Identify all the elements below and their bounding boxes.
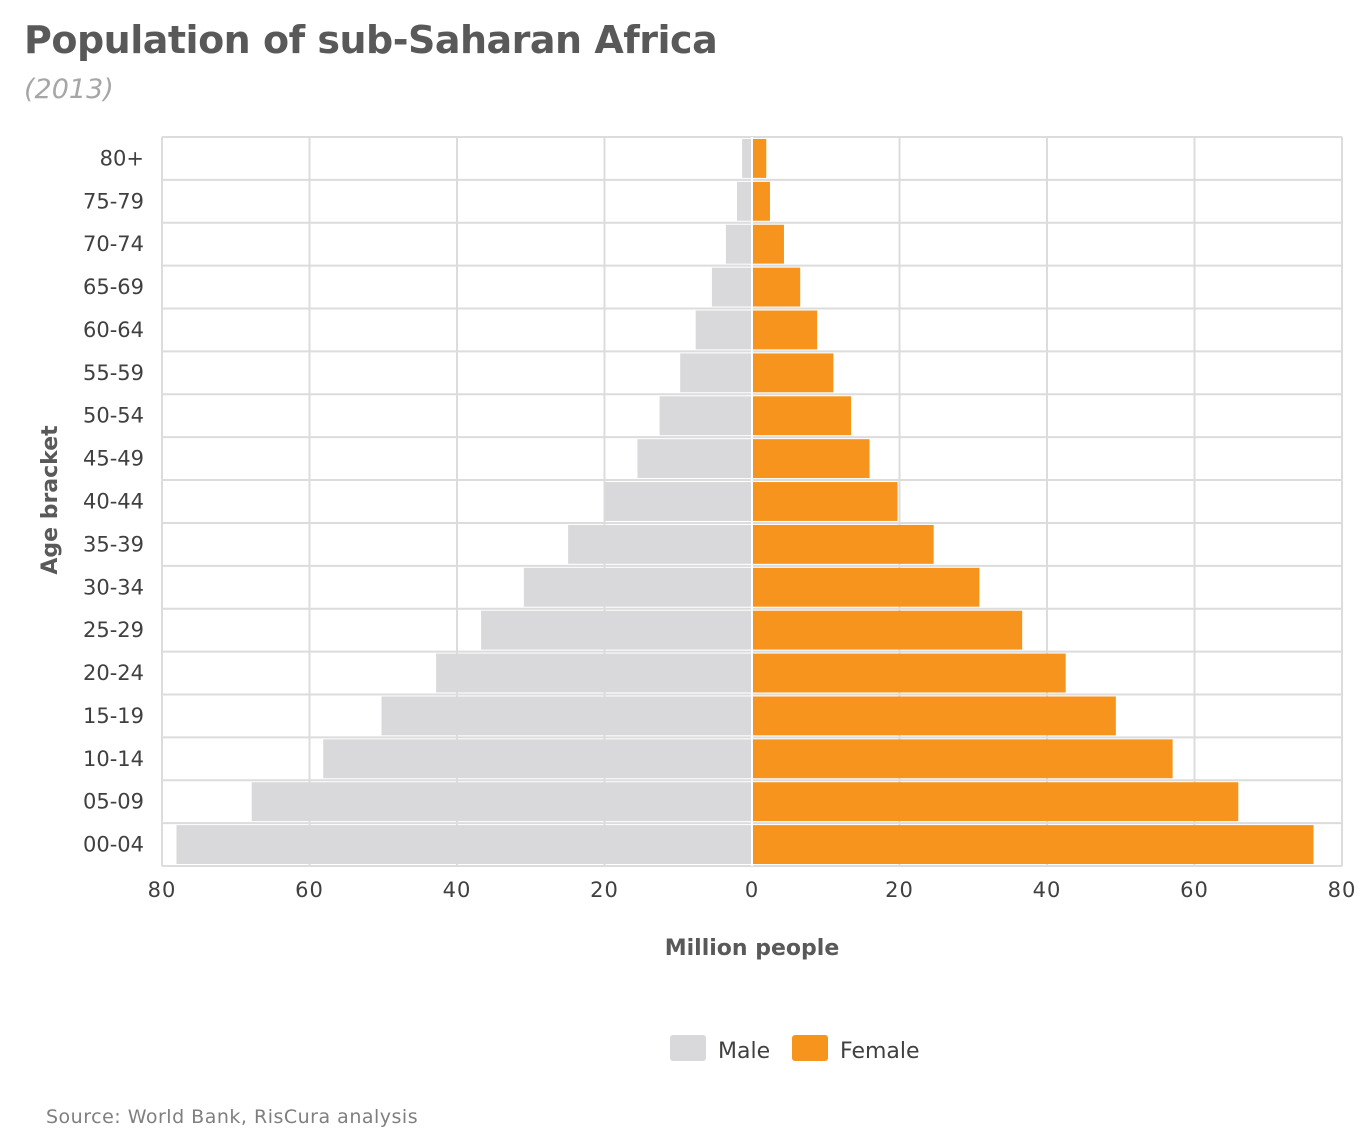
bar-male-35-39 — [568, 524, 751, 564]
x-tick-label: 60 — [295, 878, 324, 902]
y-tick-label: 45-49 — [83, 447, 144, 471]
bar-female-60-64 — [753, 310, 818, 350]
bar-male-25-29 — [481, 610, 751, 650]
bar-male-60-64 — [695, 310, 751, 350]
y-tick-label: 40-44 — [83, 490, 144, 514]
y-tick-label: 30-34 — [83, 575, 144, 599]
bar-female-10-14 — [753, 739, 1173, 779]
y-tick-label: 35-39 — [83, 532, 144, 556]
bar-male-45-49 — [637, 439, 751, 479]
legend-label-female: Female — [840, 1039, 920, 1064]
bar-male-05-09 — [251, 782, 751, 822]
x-tick-label: 60 — [1180, 878, 1209, 902]
bar-male-80+ — [742, 139, 751, 178]
y-tick-label: 25-29 — [83, 618, 144, 642]
bar-male-40-44 — [604, 482, 751, 521]
y-tick-label: 00-04 — [83, 833, 144, 857]
bar-male-10-14 — [323, 739, 751, 779]
bar-male-50-54 — [659, 396, 751, 436]
bar-female-70-74 — [753, 224, 784, 264]
bar-female-55-59 — [753, 353, 834, 393]
bar-female-40-44 — [753, 482, 898, 521]
x-tick-label: 40 — [443, 878, 472, 902]
x-tick-label: 20 — [885, 878, 914, 902]
x-axis-label: Million people — [665, 936, 840, 961]
y-tick-label: 55-59 — [83, 361, 144, 385]
y-tick-label: 05-09 — [83, 790, 144, 814]
bar-female-25-29 — [753, 610, 1023, 650]
y-tick-label: 20-24 — [83, 661, 144, 685]
bar-female-45-49 — [753, 439, 870, 479]
bars — [176, 137, 1314, 866]
bar-male-70-74 — [725, 224, 751, 264]
y-tick-label: 70-74 — [83, 232, 144, 256]
chart-subtitle: (2013) — [24, 74, 114, 105]
y-tick-label: 75-79 — [83, 189, 144, 213]
bar-male-00-04 — [176, 825, 752, 864]
legend: Male Female — [670, 1035, 920, 1064]
x-tick-label: 80 — [1328, 878, 1357, 902]
bar-female-15-19 — [753, 696, 1116, 736]
x-tick-label: 40 — [1033, 878, 1062, 902]
bar-female-65-69 — [753, 267, 801, 307]
bar-male-65-69 — [711, 267, 751, 307]
source-note: Source: World Bank, RisCura analysis — [46, 1106, 419, 1128]
bar-male-20-24 — [436, 653, 751, 693]
legend-swatch-male — [670, 1035, 706, 1061]
population-pyramid-chart: 80+ 75-79 70-74 65-69 60-64 55-59 50-54 45-49 40… — [38, 136, 1357, 1064]
bar-female-80+ — [753, 139, 767, 178]
bar-female-75-79 — [753, 181, 770, 221]
y-tick-label: 80+ — [100, 146, 144, 170]
bar-male-75-79 — [736, 181, 751, 221]
y-tick-label: 50-54 — [83, 404, 144, 428]
y-tick-label: 65-69 — [83, 275, 144, 299]
bar-female-00-04 — [753, 825, 1314, 864]
chart-title: Population of sub-Saharan Africa — [24, 18, 718, 62]
y-tick-label: 15-19 — [83, 704, 144, 728]
bar-female-30-34 — [753, 567, 980, 607]
y-axis-label: Age bracket — [38, 425, 63, 575]
x-tick-label: 20 — [590, 878, 619, 902]
x-tick-label: 0 — [745, 878, 759, 902]
legend-label-male: Male — [718, 1039, 770, 1064]
y-tick-label: 60-64 — [83, 318, 144, 342]
bar-female-50-54 — [753, 396, 852, 436]
bar-female-20-24 — [753, 653, 1066, 693]
bar-male-15-19 — [381, 696, 751, 736]
y-tick-labels: 80+ 75-79 70-74 65-69 60-64 55-59 50-54 45-49 40… — [83, 146, 144, 856]
x-tick-labels: 80 60 40 20 0 20 40 60 80 — [148, 878, 1357, 902]
bar-female-35-39 — [753, 524, 934, 564]
x-tick-label: 80 — [148, 878, 177, 902]
y-tick-label: 10-14 — [83, 747, 144, 771]
legend-swatch-female — [792, 1035, 828, 1061]
bar-male-55-59 — [680, 353, 751, 393]
bar-male-30-34 — [523, 567, 751, 607]
bar-female-05-09 — [753, 782, 1239, 822]
